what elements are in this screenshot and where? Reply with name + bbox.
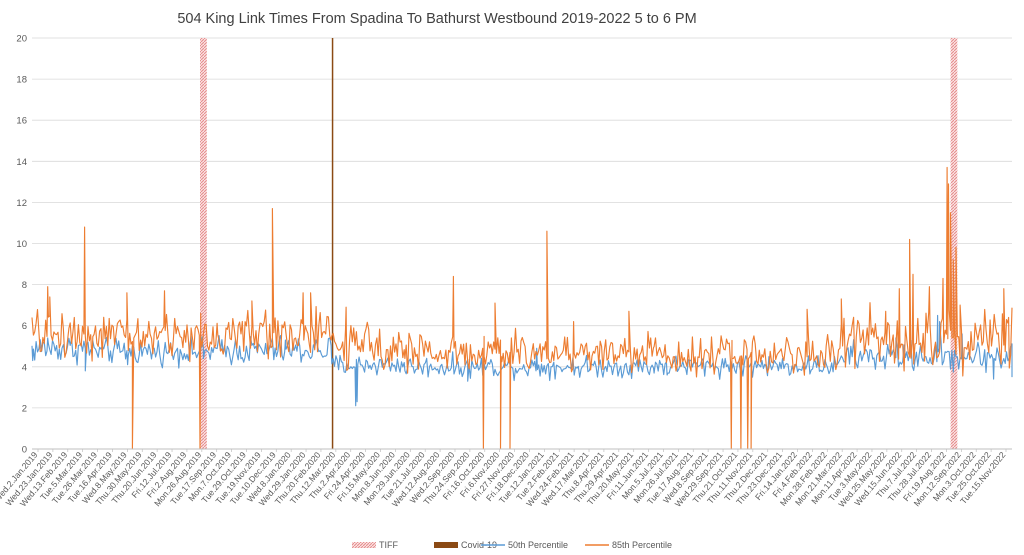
chart-title: 504 King Link Times From Spadina To Bath… — [177, 11, 696, 27]
event-markers — [200, 38, 958, 449]
legend-label: 85th Percentile — [612, 540, 672, 550]
y-tick-label: 10 — [16, 239, 27, 250]
legend-swatch — [352, 542, 376, 548]
y-tick-label: 18 — [16, 75, 27, 86]
series-line-85th-percentile — [31, 166, 1013, 450]
y-tick-label: 6 — [22, 321, 27, 332]
x-tick-labels: Wed.2.Jan.2019Wed.23.Jan.2019Wed.13.Feb.… — [0, 450, 1008, 509]
series-lines — [31, 166, 1013, 450]
legend-label: TIFF — [379, 540, 398, 550]
y-tick-label: 20 — [16, 34, 27, 45]
legend-label: Covid-19 — [461, 540, 497, 550]
marker-tiff — [950, 38, 958, 449]
y-tick-label: 16 — [16, 116, 27, 127]
marker-tiff — [200, 38, 207, 449]
legend-label: 50th Percentile — [508, 540, 568, 550]
y-tick-label: 12 — [16, 198, 27, 209]
y-tick-label: 4 — [22, 362, 27, 373]
y-tick-labels: 0 2 4 6 8 10 12 14 16 18 20 — [16, 34, 27, 456]
marker-covid-19 — [331, 38, 334, 449]
y-tick-label: 0 — [22, 445, 27, 456]
y-tick-label: 14 — [16, 157, 27, 168]
grid — [32, 37, 1012, 409]
legend: TIFF Covid-19 50th Percentile 85th Percenti… — [352, 540, 672, 550]
legend-swatch — [434, 542, 458, 548]
y-tick-label: 2 — [22, 403, 27, 414]
series-line-50th-percentile — [31, 314, 1013, 407]
axes — [32, 448, 1012, 452]
y-tick-label: 8 — [22, 280, 27, 291]
